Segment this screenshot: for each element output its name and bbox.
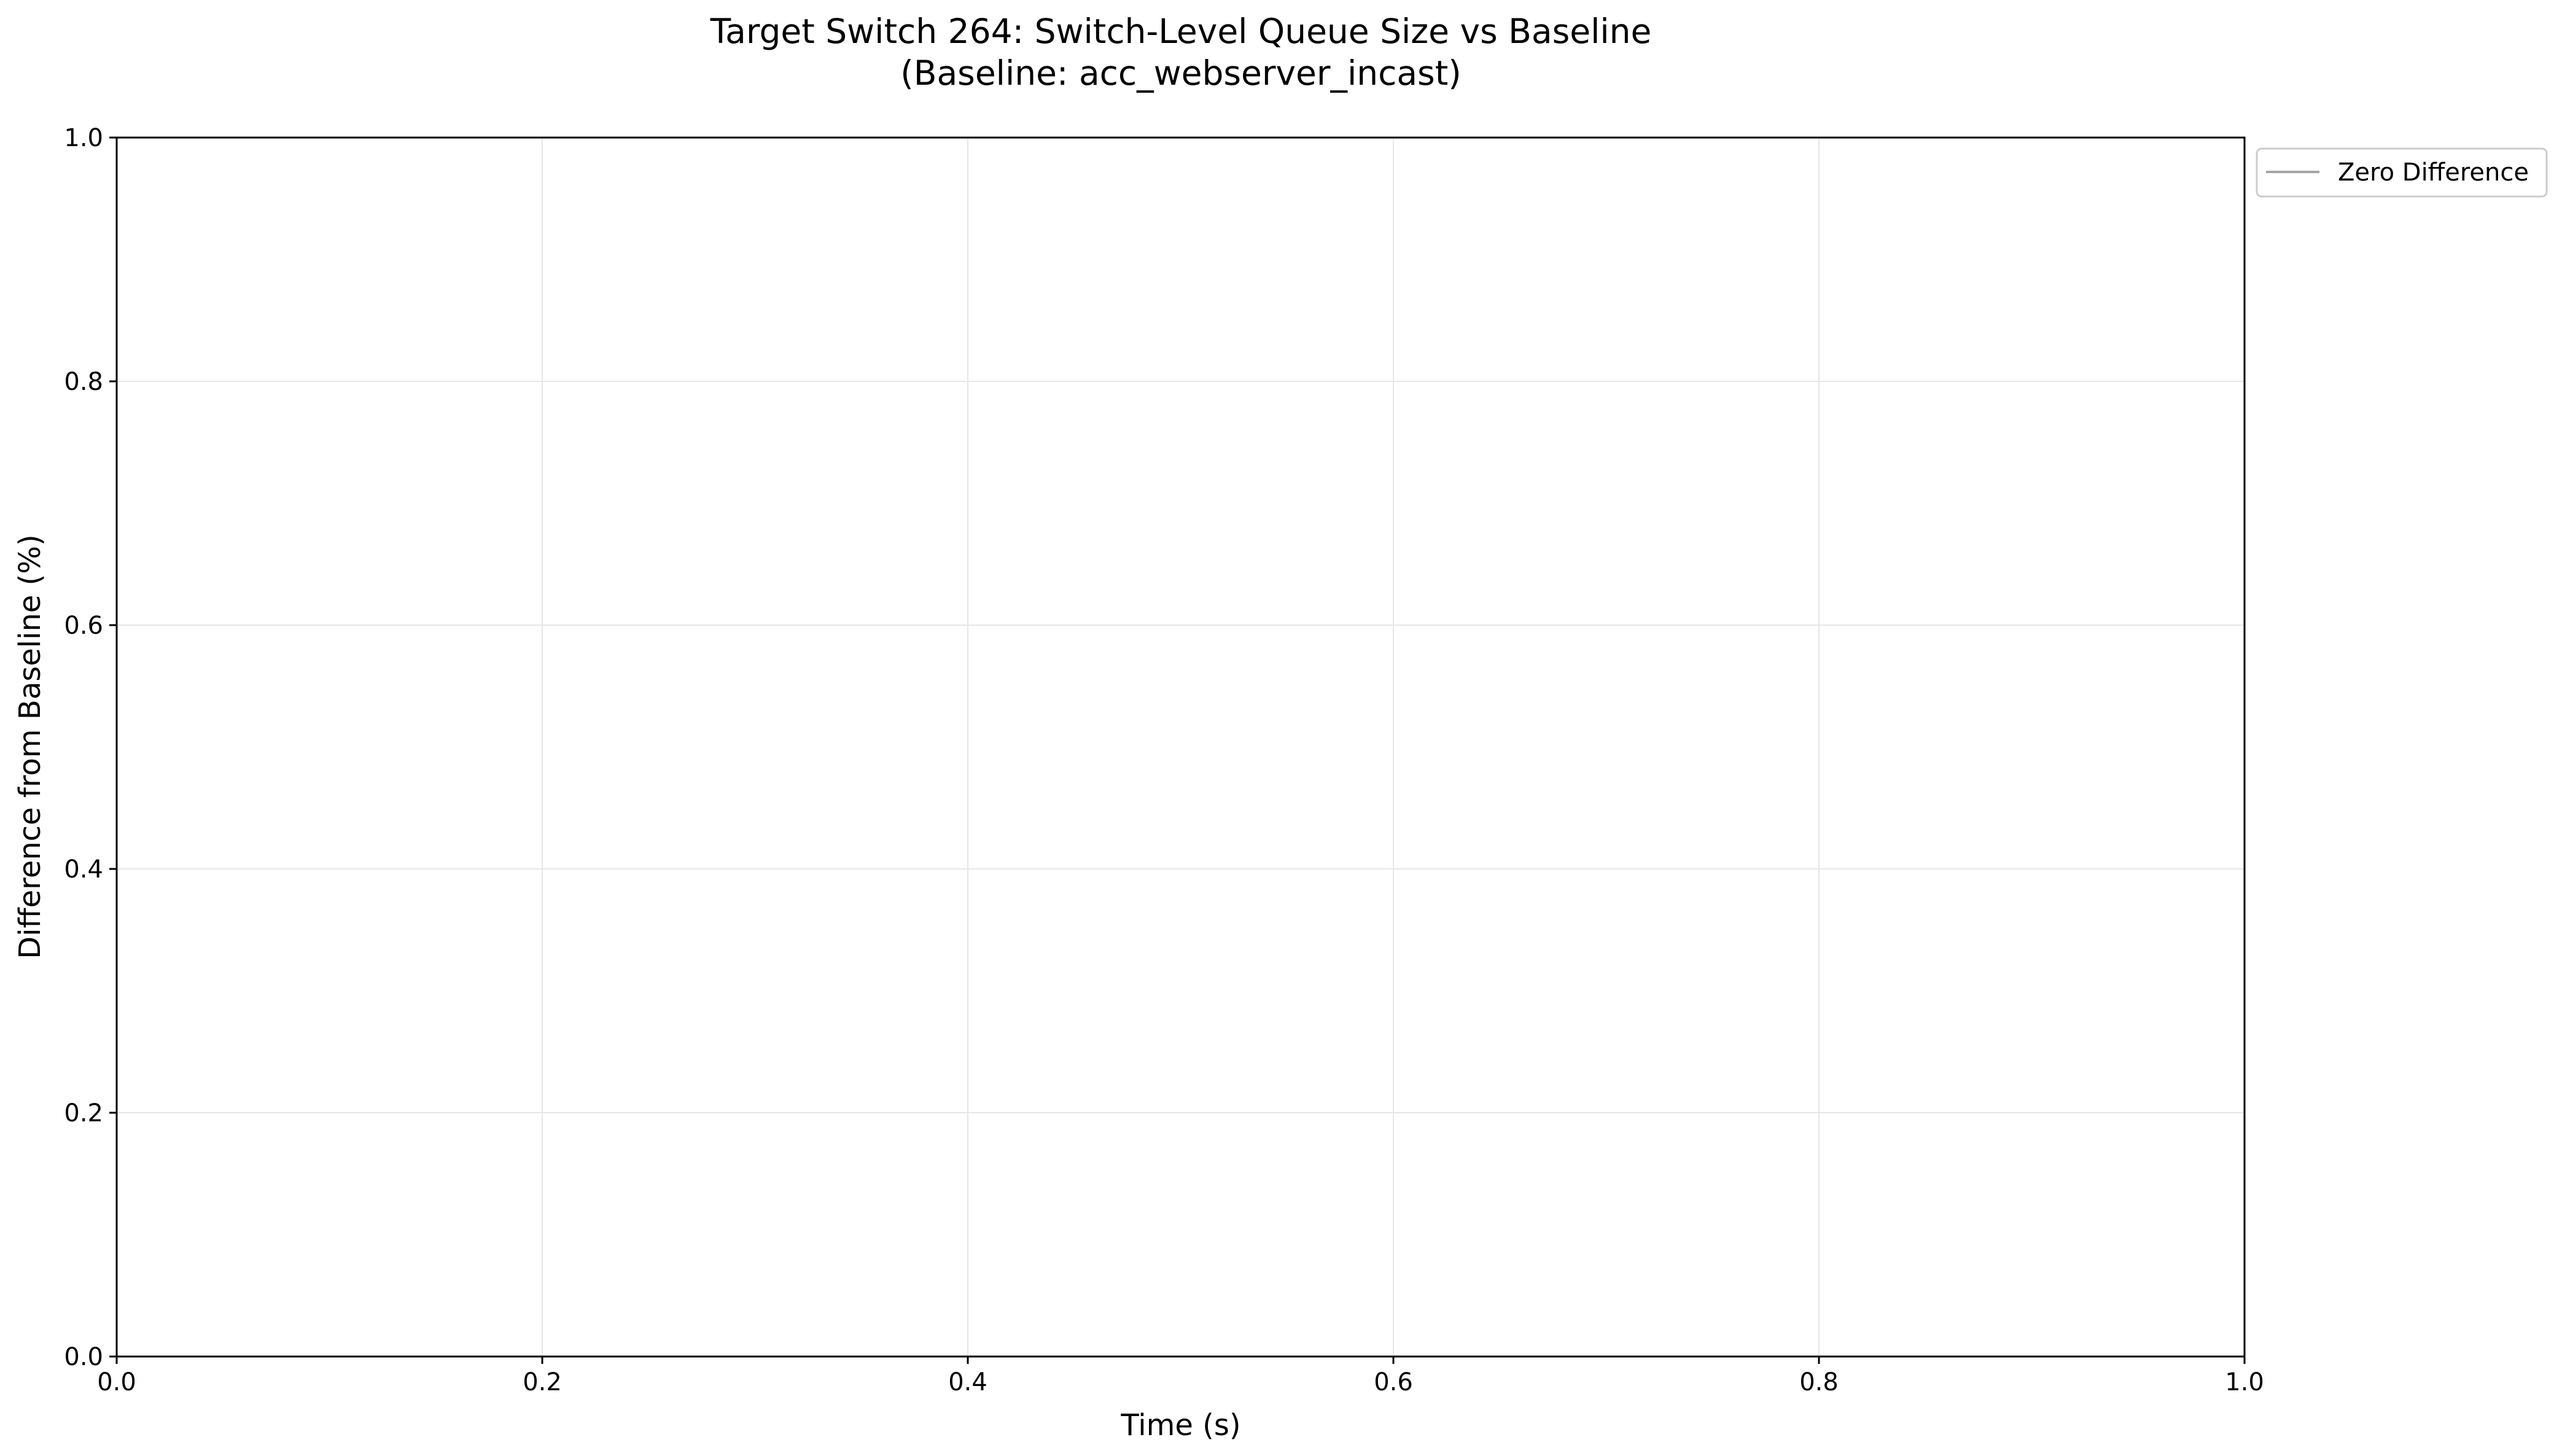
x-tick-label-5: 1.0 bbox=[2225, 1368, 2264, 1396]
y-axis-ticks: 0.0 0.2 0.4 0.6 0.8 1.0 bbox=[64, 124, 117, 1371]
y-tick-label-5: 1.0 bbox=[64, 124, 103, 152]
y-tick-label-1: 0.2 bbox=[64, 1099, 103, 1127]
chart-subtitle: (Baseline: acc_webserver_incast) bbox=[900, 53, 1461, 93]
legend-box bbox=[2256, 147, 2548, 198]
chart-title: Target Switch 264: Switch-Level Queue Si… bbox=[710, 12, 1652, 51]
x-axis-label: Time (s) bbox=[1120, 1408, 1240, 1442]
y-axis-label: Difference from Baseline (%) bbox=[13, 534, 47, 959]
y-tick-label-4: 0.8 bbox=[64, 368, 103, 396]
y-tick-label-0: 0.0 bbox=[64, 1343, 103, 1371]
y-tick-label-2: 0.4 bbox=[64, 855, 103, 884]
x-axis-ticks: 0.0 0.2 0.4 0.6 0.8 1.0 bbox=[97, 1357, 2264, 1396]
plot-area-frame bbox=[115, 136, 2246, 1358]
x-tick-label-1: 0.2 bbox=[523, 1368, 562, 1396]
x-tick-label-2: 0.4 bbox=[948, 1368, 987, 1396]
x-tick-label-0: 0.0 bbox=[97, 1368, 136, 1396]
x-tick-label-3: 0.6 bbox=[1374, 1368, 1413, 1396]
y-tick-label-3: 0.6 bbox=[64, 612, 103, 640]
x-tick-label-4: 0.8 bbox=[1799, 1368, 1839, 1396]
legend-label-zero-difference: Zero Difference bbox=[2338, 158, 2529, 187]
legend: Zero Difference bbox=[2256, 147, 2548, 198]
